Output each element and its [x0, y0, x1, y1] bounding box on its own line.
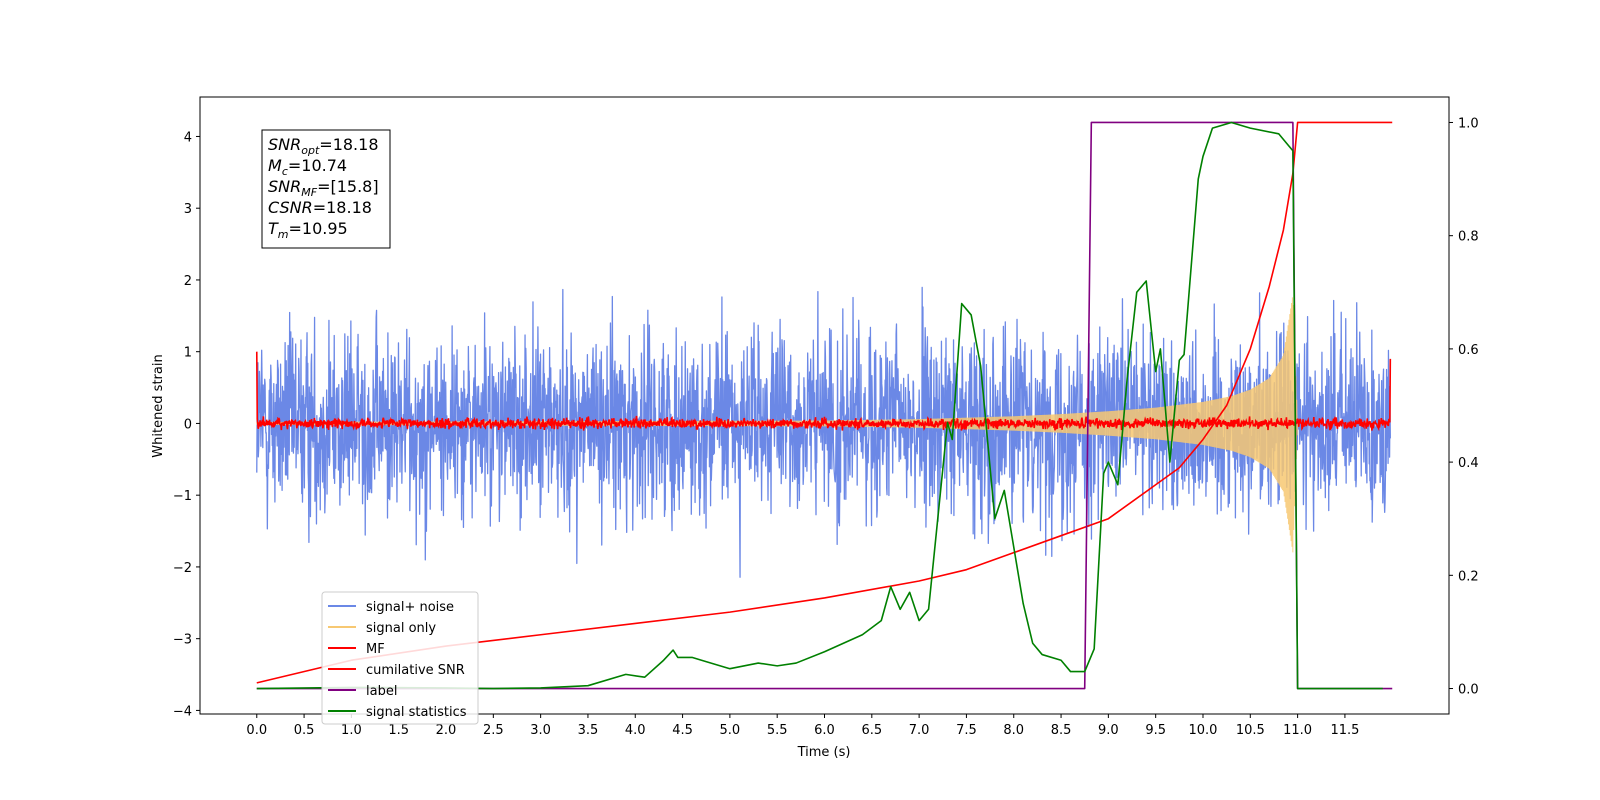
x-tick-label: 3.5 [578, 723, 599, 738]
legend-entry-label: signal+ noise [366, 600, 454, 615]
y2-tick-label: 0.6 [1458, 343, 1479, 358]
annotation-line: Mc=10.74 [268, 156, 347, 178]
x-tick-label: 8.5 [1051, 723, 1072, 738]
x-tick-label: 1.5 [388, 723, 409, 738]
y2-tick-label: 1.0 [1458, 116, 1479, 131]
x-tick-label: 6.0 [814, 723, 835, 738]
annotation-line: SNRopt=18.18 [268, 135, 379, 157]
legend: signal+ noise signal only MF cumilative SNR… [321, 591, 479, 725]
x-axis-label: Time (s) [797, 745, 851, 760]
x-tick-label: 9.5 [1145, 723, 1166, 738]
annotation-box: SNRopt=18.18Mc=10.74SNRMF=[15.8]CSNR=18.… [261, 129, 391, 249]
y-tick-label: −4 [173, 704, 192, 719]
x-tick-label: 9.0 [1098, 723, 1119, 738]
x-tick-label: 10.0 [1189, 723, 1218, 738]
y-axis-label: Whitened strain [151, 354, 166, 457]
legend-frame [321, 591, 479, 725]
annotation-line: CSNR=18.18 [268, 198, 372, 217]
legend-entry-label: MF [366, 642, 385, 657]
x-tick-label: 11.5 [1330, 723, 1359, 738]
x-tick-label: 4.0 [625, 723, 646, 738]
y-tick-label: 0 [184, 417, 192, 432]
x-tick-label: 7.0 [909, 723, 930, 738]
y-tick-label: 1 [184, 346, 192, 361]
x-tick-label: 6.5 [861, 723, 882, 738]
y-tick-label: 3 [184, 202, 192, 217]
y-tick-label: 2 [184, 274, 192, 289]
series-signal-statistics [256, 121, 1383, 690]
legend-entry-label: cumilative SNR [366, 663, 465, 678]
y-axis-left: −4 −3 −2 −1 0 1 2 3 4 [173, 130, 200, 719]
annotation-frame [261, 129, 391, 249]
y-tick-label: −3 [173, 633, 192, 648]
x-axis: 0.0 0.5 1.0 1.5 2.0 2.5 3.0 3.5 4.0 4.5 5.0 5.5 6.0 6… [246, 714, 1359, 738]
x-tick-label: 0.5 [294, 723, 315, 738]
x-tick-label: 7.5 [956, 723, 977, 738]
x-tick-label: 4.5 [672, 723, 693, 738]
x-tick-label: 3.0 [530, 723, 551, 738]
x-tick-label: 2.0 [436, 723, 457, 738]
x-tick-label: 11.0 [1283, 723, 1312, 738]
y2-tick-label: 0.2 [1458, 569, 1479, 584]
x-tick-label: 0.0 [246, 723, 267, 738]
x-tick-label: 5.0 [720, 723, 741, 738]
y-tick-label: −1 [173, 489, 192, 504]
series-cumulative-snr [256, 121, 1393, 684]
x-tick-label: 10.5 [1236, 723, 1265, 738]
y-tick-label: −2 [173, 561, 192, 576]
x-tick-label: 8.0 [1003, 723, 1024, 738]
plot-area [255, 121, 1393, 690]
annotation-line: SNRMF=[15.8] [268, 177, 379, 199]
y-tick-label: 4 [184, 130, 192, 145]
series-mf [255, 351, 1392, 432]
annotation-line: Tm=10.95 [268, 219, 348, 241]
y2-tick-label: 0.8 [1458, 230, 1479, 245]
legend-entry-label: signal statistics [366, 705, 467, 720]
legend-entry-label: label [366, 684, 397, 699]
y2-tick-label: 0.4 [1458, 456, 1479, 471]
x-tick-label: 5.5 [767, 723, 788, 738]
y-axis-right: 0.0 0.2 0.4 0.6 0.8 1.0 [1449, 116, 1479, 698]
x-tick-label: 1.0 [341, 723, 362, 738]
y2-tick-label: 0.0 [1458, 683, 1479, 698]
legend-entry-label: signal only [366, 621, 436, 636]
x-tick-label: 2.5 [483, 723, 504, 738]
